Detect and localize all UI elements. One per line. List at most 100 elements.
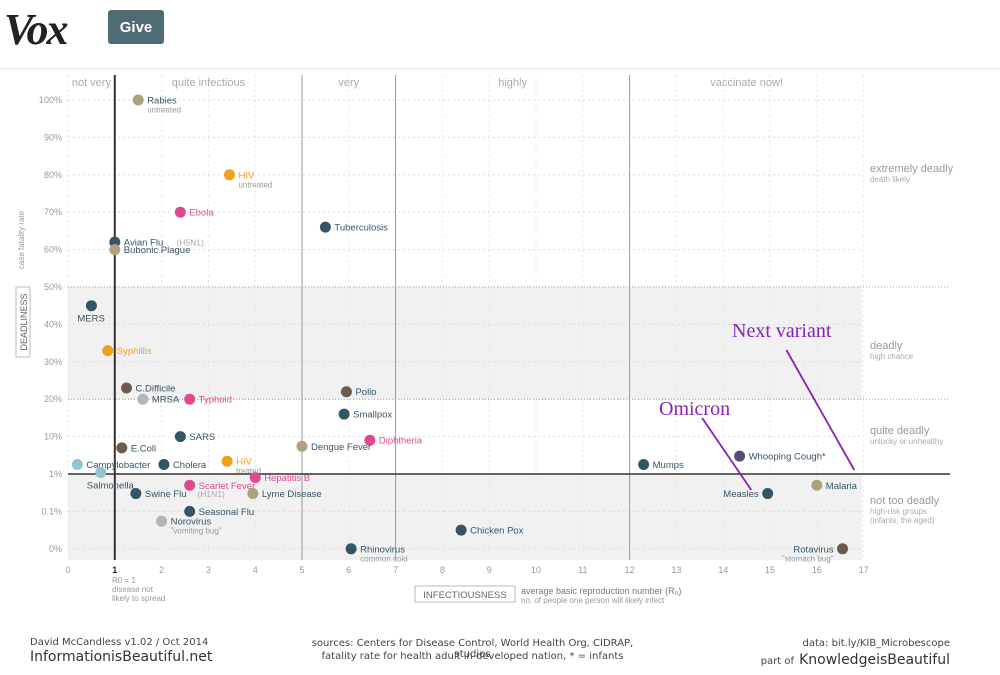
disease-note: "stomach bug": [782, 554, 834, 563]
disease-point: [102, 345, 114, 357]
disease-point: [174, 206, 186, 218]
r0-note: R0 = 1: [112, 576, 136, 585]
disease-label: Cholera: [173, 460, 207, 471]
disease-label: MRSA: [152, 395, 180, 406]
disease-label: Rabies: [147, 96, 177, 107]
x-tick-label: 8: [440, 565, 445, 575]
y-tick-label: 70%: [44, 207, 62, 217]
omicron-arrow-line: [701, 417, 753, 491]
x-tick-label: 5: [299, 565, 304, 575]
footer-site[interactable]: InformationisBeautiful.net: [30, 649, 213, 665]
disease-point: [296, 440, 308, 452]
y-tick-label: 0.1%: [41, 506, 62, 516]
right-band-title: quite deadly: [870, 425, 930, 437]
right-band-title: extremely deadly: [870, 163, 954, 175]
y-tick-label: 50%: [44, 282, 62, 292]
disease-label: Lyme Disease: [262, 489, 322, 500]
top-band-label: very: [338, 77, 359, 89]
disease-label: Malaria: [826, 481, 858, 492]
x-tick-label: 4: [253, 565, 258, 575]
disease-point: [85, 300, 97, 312]
x-tick-label: 10: [531, 565, 541, 575]
x-axis-label: INFECTIOUSNESS: [423, 590, 506, 601]
disease-label: Avian Flu: [124, 238, 163, 249]
right-band-subtitle: (infants, the aged): [870, 516, 935, 525]
give-button[interactable]: Give: [108, 10, 164, 44]
x-tick-label: 1: [112, 565, 117, 575]
footer-sources: sources: Centers for Disease Control, Wo…: [311, 638, 634, 660]
y-axis-small-label: case fatality rate: [17, 210, 26, 269]
top-band-label: vaccinate now!: [710, 77, 783, 89]
disease-point: [221, 455, 233, 467]
right-band-subtitle: unlucky or unhealthy: [870, 437, 943, 446]
r0-note: disease not: [112, 585, 154, 594]
y-tick-label: 10%: [44, 432, 62, 442]
disease-point: [762, 488, 774, 500]
disease-label: C.Difficile: [136, 383, 176, 394]
x-tick-label: 14: [718, 565, 728, 575]
y-tick-label: 90%: [44, 132, 62, 142]
x-tick-label: 7: [393, 565, 398, 575]
disease-point: [223, 169, 235, 181]
footer-author: David McCandless v1.02 / Oct 2014: [30, 637, 209, 648]
disease-point: [132, 94, 144, 106]
disease-point: [338, 408, 350, 420]
disease-point: [364, 434, 376, 446]
x-tick-label: 3: [206, 565, 211, 575]
x-axis-label-box: [414, 585, 516, 603]
disease-point: [184, 479, 196, 491]
disease-label: Seasonal Flu: [199, 507, 254, 518]
disease-label: Salmonella: [87, 480, 135, 491]
disease-point: [109, 244, 121, 256]
top-band-label: highly: [498, 77, 527, 89]
disease-label: Campylobacter: [86, 460, 150, 471]
disease-label: Rhinovirus: [360, 544, 405, 555]
vox-logo[interactable]: Vox: [4, 5, 69, 54]
disease-point: [121, 382, 132, 394]
footer-part-of: part of KnowledgeisBeautiful: [640, 649, 950, 668]
right-band-title: not too deadly: [870, 495, 940, 507]
y-tick-label: 40%: [44, 319, 62, 329]
r0-note: likely to spread: [112, 594, 165, 603]
disease-point: [116, 442, 128, 454]
y-tick-label: 30%: [44, 357, 62, 367]
disease-point: [95, 466, 107, 478]
disease-label: HIV: [236, 457, 253, 468]
disease-label: Norovirus: [171, 517, 212, 528]
disease-point: [837, 543, 849, 555]
omicron-annotation: Omicron: [659, 398, 730, 420]
disease-label: Polio: [355, 387, 376, 398]
disease-point: [158, 458, 170, 470]
x-tick-label: 0: [65, 565, 70, 575]
disease-label: Chicken Pox: [470, 526, 524, 537]
disease-label: HIV: [238, 170, 255, 181]
disease-label: Dengue Fever: [311, 442, 371, 453]
x-axis-description-sub: no. of people one person will likely inf…: [521, 596, 665, 605]
disease-note: "vomiting bug": [171, 527, 222, 536]
not-too-deadly-band: [68, 474, 862, 560]
disease-label: Swine Flu: [145, 489, 187, 500]
disease-point: [455, 524, 467, 536]
disease-label: Mumps: [653, 460, 684, 471]
disease-label: Ebola: [189, 208, 214, 219]
disease-point: [734, 450, 746, 462]
footer-data[interactable]: data: bit.ly/KIB_Microbescope: [802, 638, 950, 649]
x-tick-label: 17: [859, 565, 869, 575]
footer-kb[interactable]: KnowledgeisBeautiful: [799, 652, 950, 668]
disease-note: untreated: [147, 106, 181, 115]
right-band-subtitle: high-risk groups: [870, 507, 927, 516]
disease-label: Tuberculosis: [334, 223, 388, 234]
disease-point: [130, 488, 142, 500]
y-tick-label: 20%: [44, 394, 62, 404]
disease-note: untreated: [238, 180, 272, 189]
y-tick-label: 100%: [39, 95, 62, 105]
disease-label: Smallpox: [353, 410, 392, 421]
disease-label: E.Coli: [131, 443, 156, 454]
disease-point: [638, 458, 650, 470]
y-axis-label: DEADLINESS: [19, 293, 29, 350]
disease-point: [249, 472, 261, 484]
right-band-subtitle: death likely: [870, 175, 910, 184]
y-tick-label: 1%: [49, 469, 62, 479]
footer-note: fatality rate for health adult in develo…: [321, 651, 624, 662]
